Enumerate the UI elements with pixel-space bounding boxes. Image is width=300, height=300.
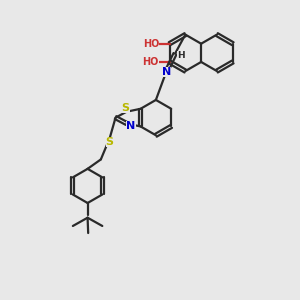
Text: N: N xyxy=(162,67,171,77)
Text: N: N xyxy=(126,121,136,131)
Text: HO: HO xyxy=(142,57,159,67)
Text: S: S xyxy=(106,137,114,147)
Text: HO: HO xyxy=(143,39,160,49)
Text: S: S xyxy=(122,103,130,113)
Text: H: H xyxy=(177,51,185,60)
